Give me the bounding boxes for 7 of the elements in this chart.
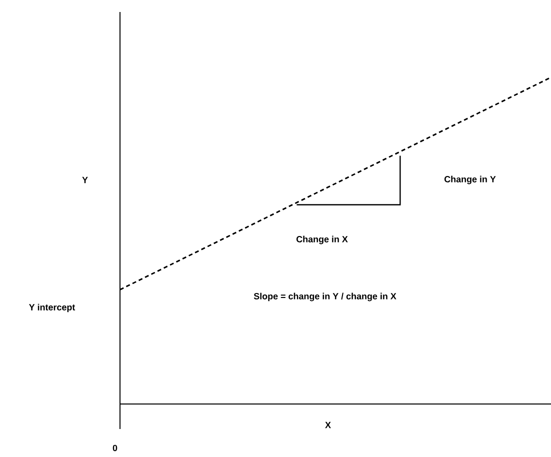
text: 0 [112,444,118,452]
annotation: Y intercept [28,304,76,312]
x-axis-title: X [325,422,331,428]
y-axis-title: Y [82,176,88,184]
annotation: Change in Y [444,176,496,184]
annotation: Slope = change in Y / change in X [254,292,396,302]
annotation: Change in X [296,236,348,244]
